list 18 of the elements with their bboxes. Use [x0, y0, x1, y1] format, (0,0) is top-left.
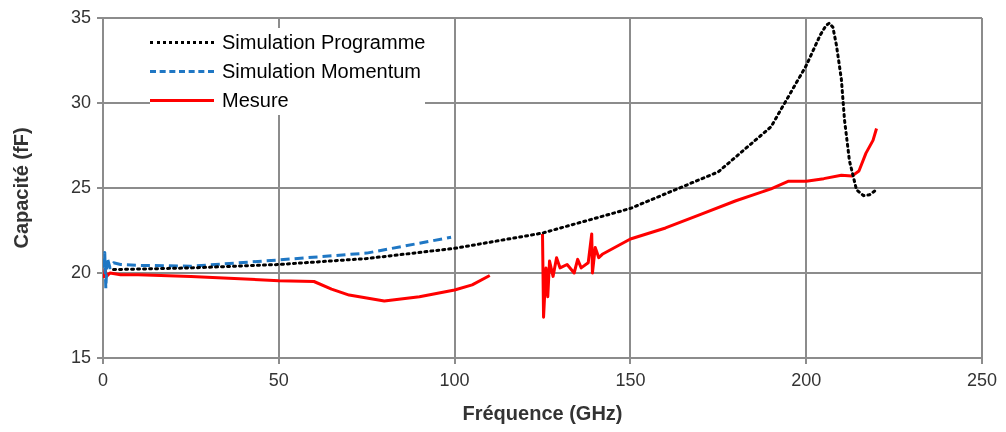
x-tick-label: 100: [439, 369, 470, 390]
line-series: [112, 21, 879, 272]
y-tick-label: 20: [70, 261, 91, 282]
y-tick-label: 25: [70, 176, 91, 197]
y-axis-title: Capacité (fF): [9, 127, 32, 249]
legend-label: Simulation Programme: [222, 31, 426, 54]
x-tick-label: 0: [97, 369, 109, 390]
x-tick-label: 50: [268, 369, 289, 390]
y-tick-label: 35: [70, 6, 91, 27]
legend-label: Mesure: [222, 89, 289, 112]
y-tick-label: 15: [70, 346, 91, 367]
x-tick-label: 250: [966, 369, 998, 390]
legend-label: Simulation Momentum: [222, 60, 421, 83]
y-tick-label: 30: [70, 91, 91, 112]
x-tick-label: 150: [615, 369, 646, 390]
x-axis-title: Fréquence (GHz): [462, 401, 623, 424]
x-tick-label: 200: [791, 369, 822, 390]
line-series: [103, 235, 453, 290]
